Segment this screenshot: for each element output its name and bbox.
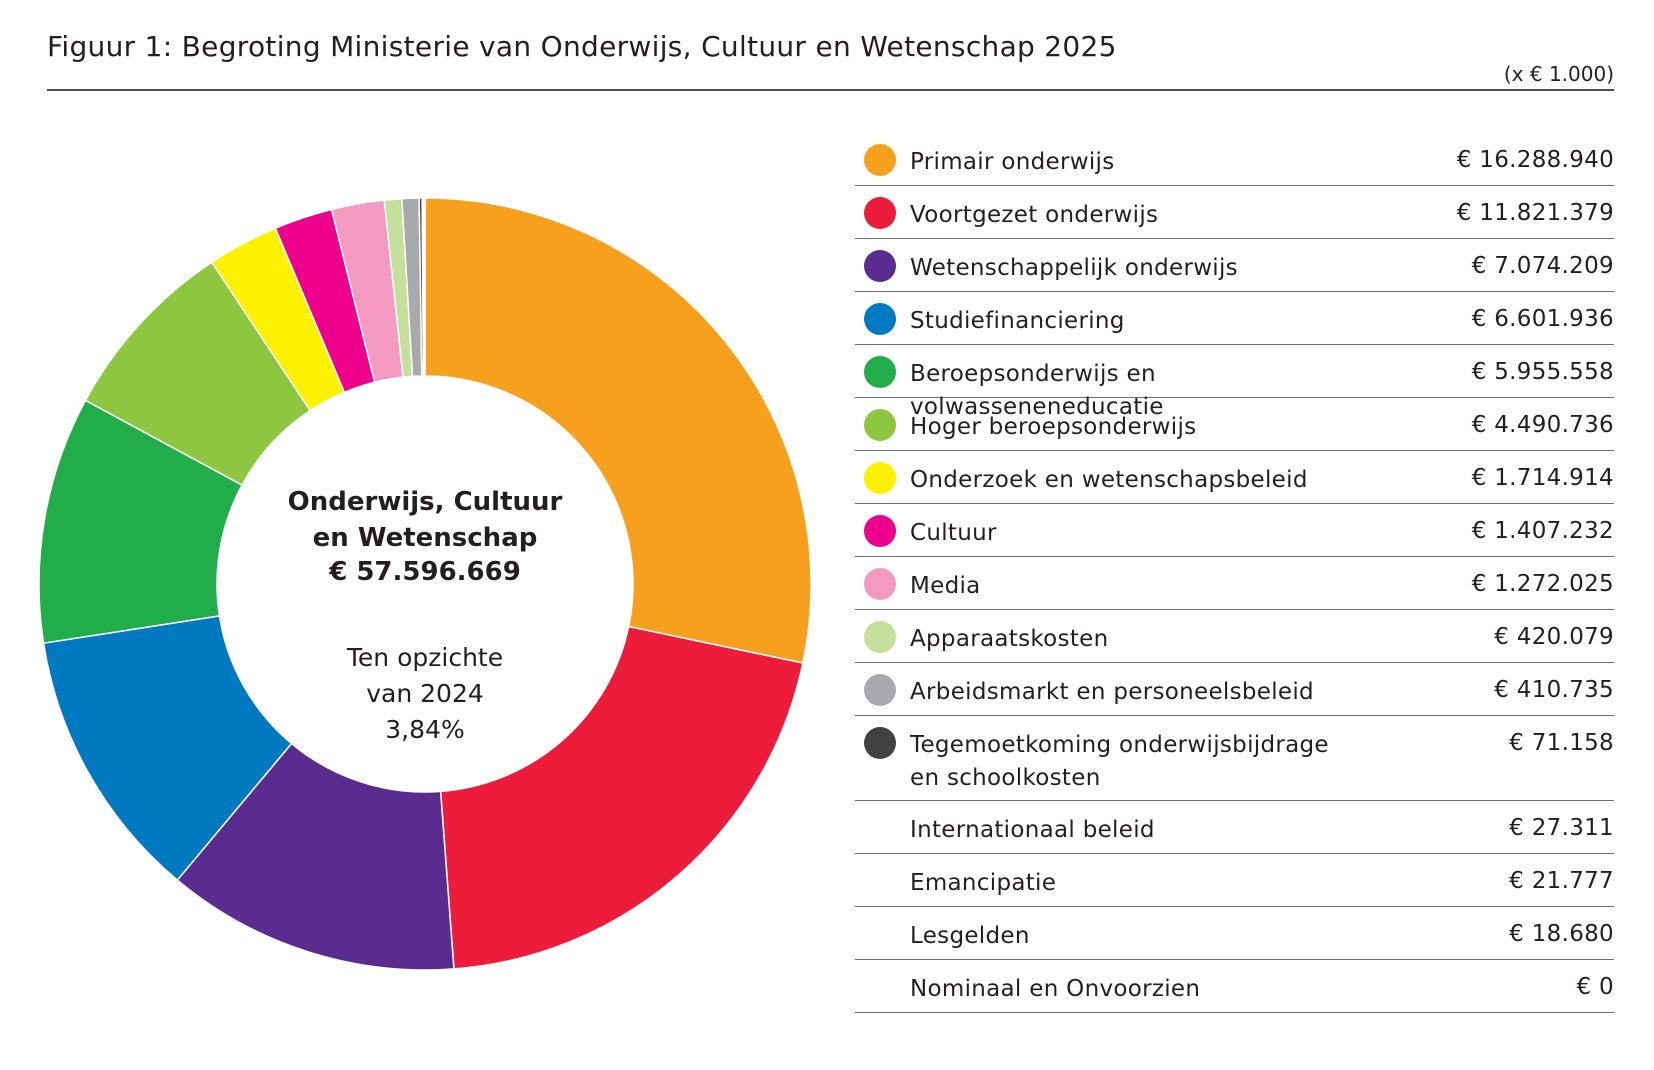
- center-change-percent: 3,84%: [385, 715, 465, 744]
- legend-value: € 27.311: [1509, 815, 1614, 841]
- center-change-line1: Ten opzichte: [346, 643, 504, 672]
- legend-value: € 4.490.736: [1471, 412, 1614, 438]
- legend-swatch: [864, 303, 896, 335]
- legend-row: Internationaal beleid € 27.311: [855, 801, 1614, 854]
- center-change-line2: van 2024: [366, 679, 484, 708]
- legend-label: Cultuur: [910, 520, 997, 546]
- legend-row: Tegemoetkoming onderwijsbijdrage en scho…: [855, 716, 1614, 801]
- legend-row: Hoger beroepsonderwijs € 4.490.736: [855, 398, 1614, 451]
- legend-row: Media € 1.272.025: [855, 557, 1614, 610]
- legend-label: Voortgezet onderwijs: [910, 202, 1159, 228]
- center-change: Ten opzichte van 2024 3,84%: [250, 640, 600, 748]
- legend-value: € 18.680: [1509, 921, 1614, 947]
- legend-value: € 11.821.379: [1456, 200, 1614, 226]
- legend-label: Emancipatie: [910, 870, 1057, 896]
- legend-label: Primair onderwijs: [910, 149, 1115, 175]
- legend-row: Lesgelden € 18.680: [855, 907, 1614, 960]
- legend-label: Nominaal en Onvoorzien: [910, 976, 1201, 1002]
- legend-value: € 16.288.940: [1456, 147, 1614, 173]
- legend-row: Emancipatie € 21.777: [855, 854, 1614, 907]
- legend-value: € 1.272.025: [1471, 571, 1614, 597]
- legend-value: € 7.074.209: [1471, 253, 1614, 279]
- legend-label: Onderzoek en wetenschapsbeleid: [910, 467, 1308, 493]
- legend-label: Hoger beroepsonderwijs: [910, 414, 1197, 440]
- legend-swatch: [864, 356, 896, 388]
- donut-slice-2: [176, 742, 455, 971]
- page-title: Figuur 1: Begroting Ministerie van Onder…: [47, 30, 1117, 63]
- legend-row: Voortgezet onderwijs € 11.821.379: [855, 186, 1614, 239]
- legend-row: Primair onderwijs € 16.288.940: [855, 133, 1614, 186]
- center-title-line1: Onderwijs, Cultuur: [287, 487, 563, 517]
- legend-row: Beroepsonderwijs en volwasseneneducatie €…: [855, 345, 1614, 420]
- legend-swatch: [864, 144, 896, 176]
- unit-label: (x € 1.000): [1503, 62, 1614, 86]
- legend-swatch: [864, 621, 896, 653]
- center-title: Onderwijs, Cultuur en Wetenschap: [250, 484, 600, 556]
- legend-label: Beroepsonderwijs en volwasseneneducatie: [910, 361, 1164, 420]
- legend-value: € 0: [1576, 974, 1614, 1000]
- legend-label: Internationaal beleid: [910, 817, 1155, 843]
- title-divider: [47, 89, 1614, 91]
- legend-row: Cultuur € 1.407.232: [855, 504, 1614, 557]
- legend-label: Media: [910, 573, 981, 599]
- legend-value: € 410.735: [1494, 677, 1614, 703]
- legend-row: Wetenschappelijk onderwijs € 7.074.209: [855, 239, 1614, 292]
- donut-slice-14: [423, 197, 426, 377]
- legend-label: Lesgelden: [910, 923, 1030, 949]
- legend-swatch: [864, 568, 896, 600]
- legend-swatch: [864, 197, 896, 229]
- legend-value: € 420.079: [1494, 624, 1614, 650]
- legend: Primair onderwijs € 16.288.940 Voortgezet …: [855, 133, 1614, 1013]
- donut-chart: [38, 197, 812, 971]
- legend-row: Onderzoek en wetenschapsbeleid € 1.714.91…: [855, 451, 1614, 504]
- legend-value: € 71.158: [1509, 730, 1614, 756]
- legend-row: Arbeidsmarkt en personeelsbeleid € 410.73…: [855, 663, 1614, 716]
- legend-label: Tegemoetkoming onderwijsbijdrage en scho…: [910, 732, 1329, 791]
- legend-value: € 6.601.936: [1471, 306, 1614, 332]
- legend-value: € 21.777: [1509, 868, 1614, 894]
- center-title-line2: en Wetenschap: [312, 523, 538, 553]
- legend-swatch: [864, 674, 896, 706]
- center-total: € 57.596.669: [329, 557, 521, 587]
- legend-swatch: [864, 727, 896, 759]
- legend-value: € 1.714.914: [1471, 465, 1614, 491]
- legend-label: Arbeidsmarkt en personeelsbeleid: [910, 679, 1314, 705]
- legend-label: Studiefinanciering: [910, 308, 1125, 334]
- legend-value: € 5.955.558: [1471, 359, 1614, 385]
- donut-slice-0: [424, 197, 812, 664]
- legend-row: Studiefinanciering € 6.601.936: [855, 292, 1614, 345]
- legend-label: Wetenschappelijk onderwijs: [910, 255, 1238, 281]
- legend-row: Nominaal en Onvoorzien € 0: [855, 960, 1614, 1013]
- donut-slice-1: [439, 625, 804, 970]
- legend-swatch: [864, 409, 896, 441]
- legend-row: Apparaatskosten € 420.079: [855, 610, 1614, 663]
- legend-label: Apparaatskosten: [910, 626, 1109, 652]
- legend-swatch: [864, 515, 896, 547]
- legend-value: € 1.407.232: [1471, 518, 1614, 544]
- legend-swatch: [864, 462, 896, 494]
- legend-swatch: [864, 250, 896, 282]
